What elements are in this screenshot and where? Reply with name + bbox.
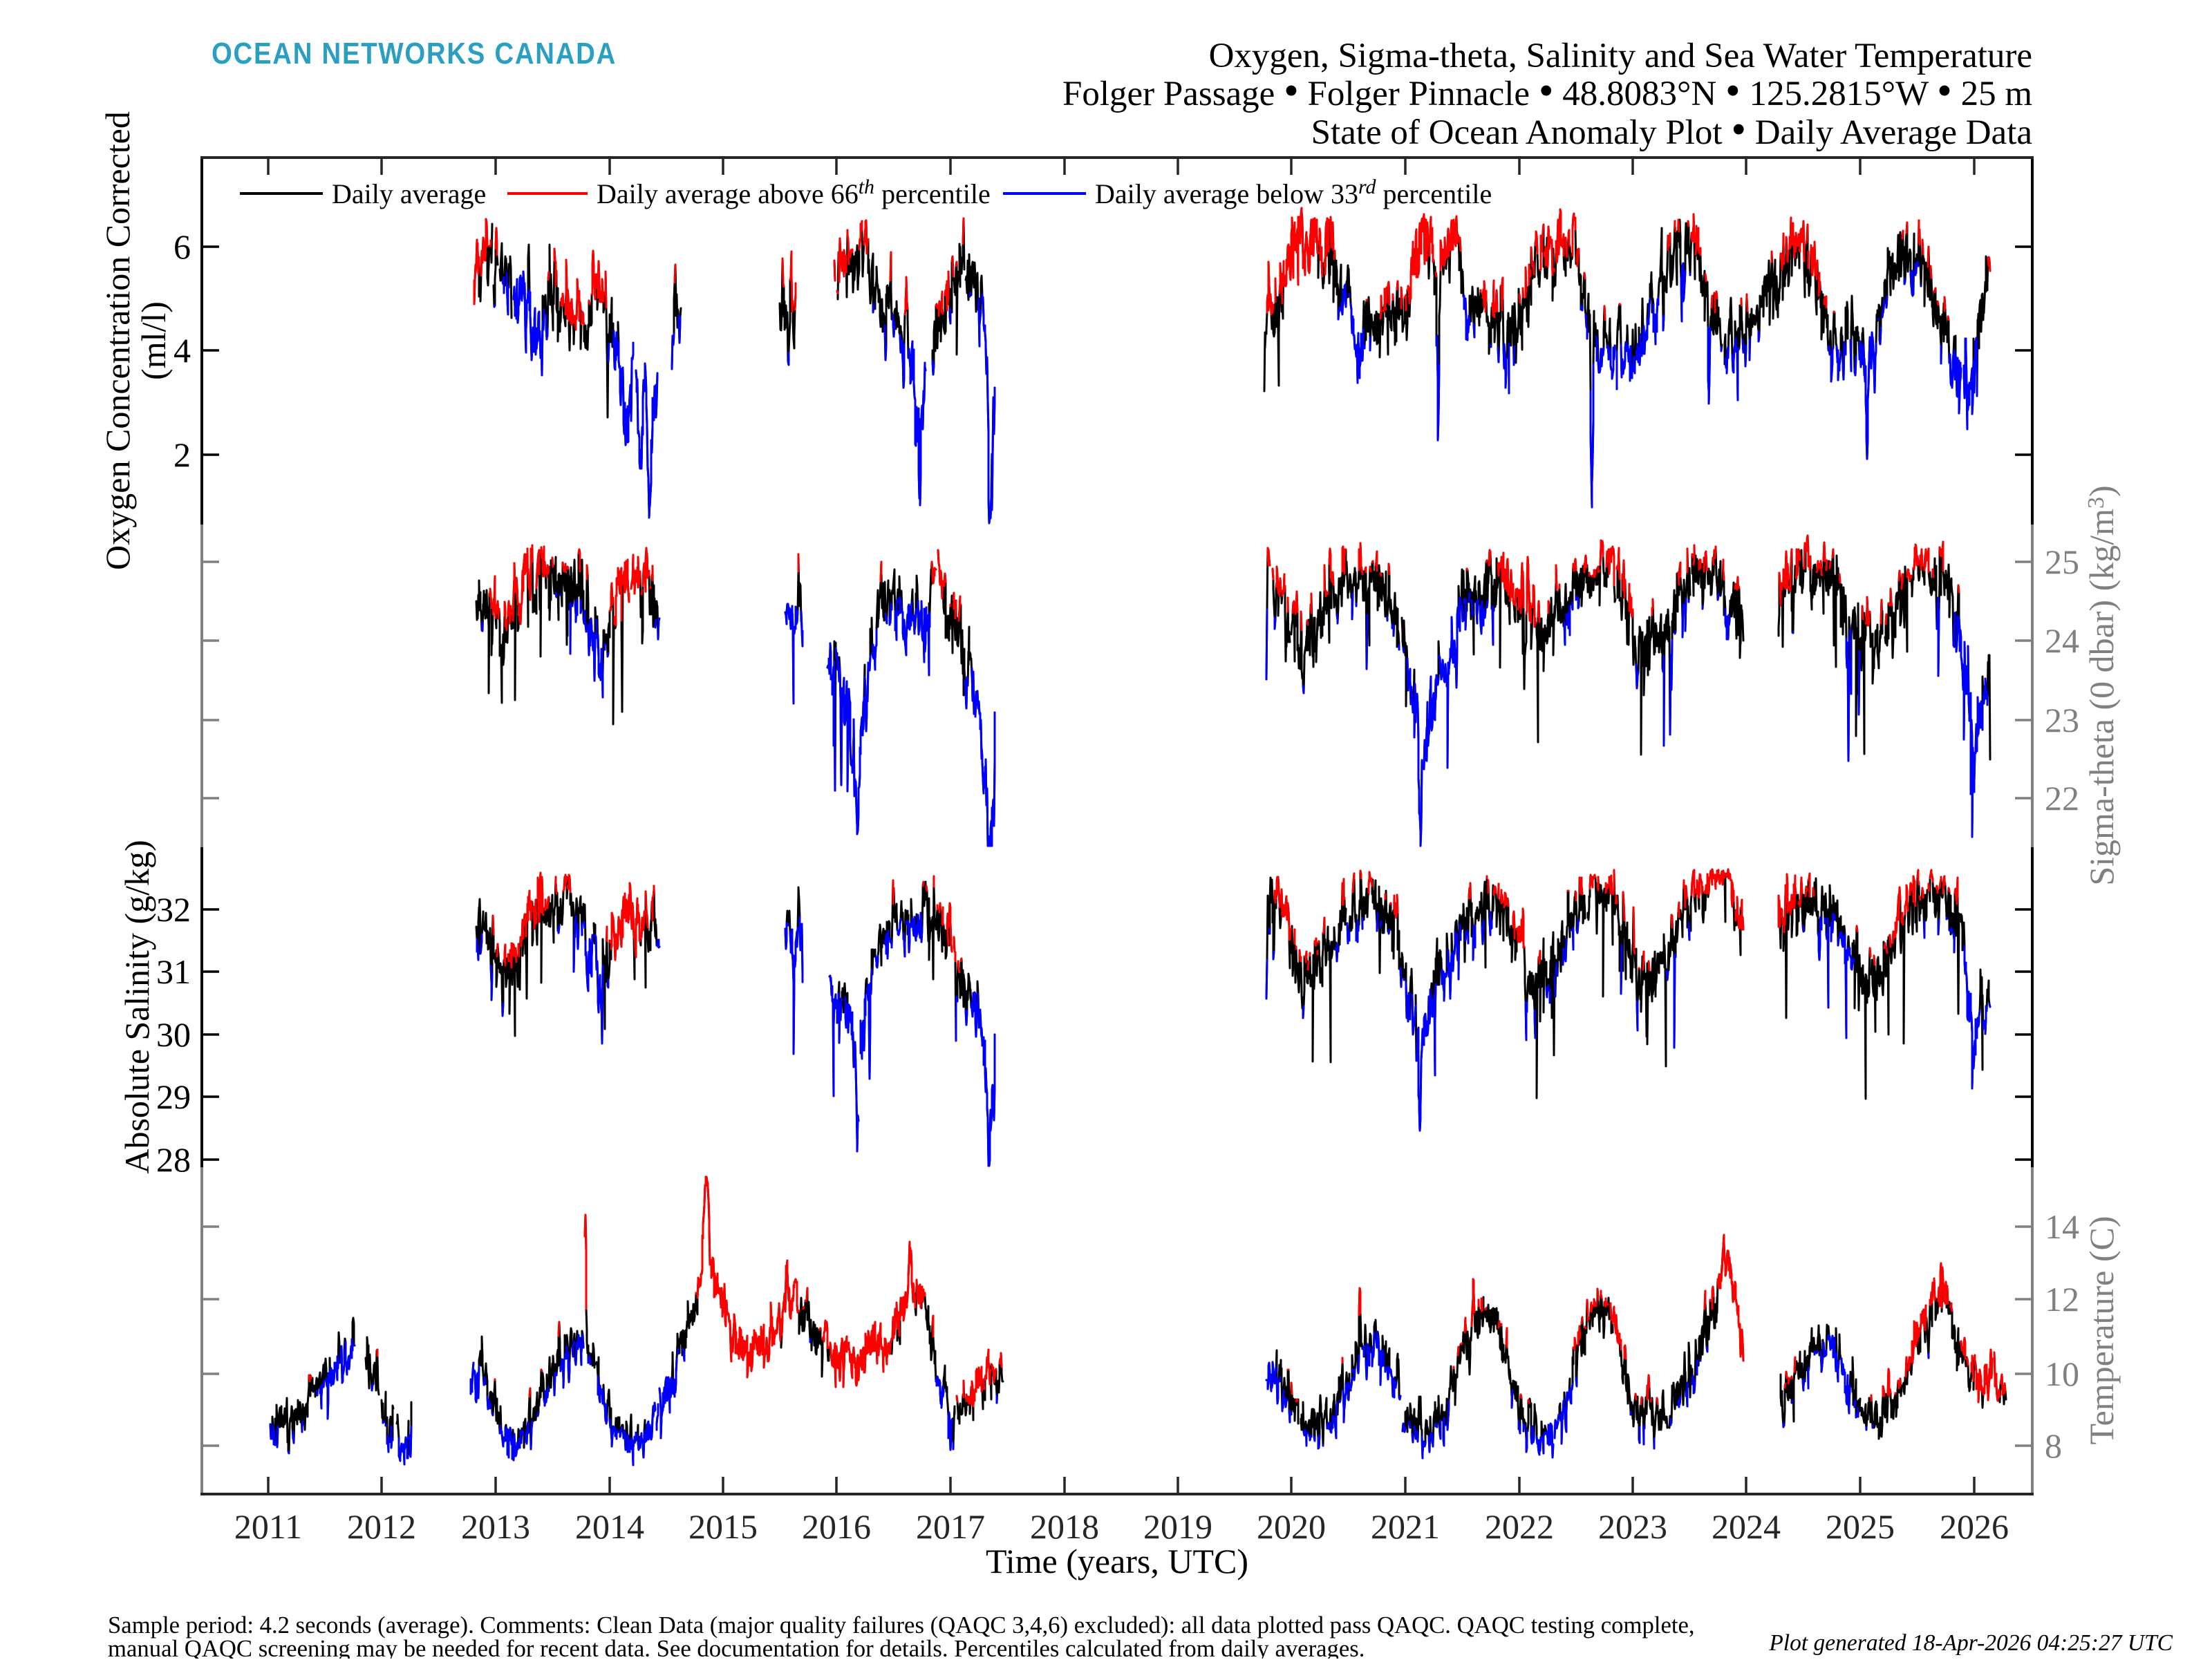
svg-text:28: 28 — [156, 1140, 191, 1179]
svg-text:29: 29 — [156, 1077, 191, 1116]
svg-text:Time (years, UTC): Time (years, UTC) — [986, 1542, 1248, 1580]
svg-text:2: 2 — [174, 435, 191, 474]
svg-text:Daily average: Daily average — [332, 178, 486, 209]
svg-text:2014: 2014 — [575, 1507, 644, 1546]
svg-text:Daily average above 66th perce: Daily average above 66th percentile — [597, 176, 991, 209]
svg-text:32: 32 — [156, 890, 191, 929]
svg-text:Daily average below 33rd perce: Daily average below 33rd percentile — [1095, 176, 1492, 209]
svg-text:2025: 2025 — [1826, 1507, 1895, 1546]
svg-text:2016: 2016 — [802, 1507, 871, 1546]
svg-text:2015: 2015 — [688, 1507, 758, 1546]
svg-text:2019: 2019 — [1143, 1507, 1212, 1546]
svg-text:10: 10 — [2045, 1354, 2079, 1393]
svg-text:2024: 2024 — [1712, 1507, 1781, 1546]
svg-text:2012: 2012 — [347, 1507, 416, 1546]
svg-text:12: 12 — [2045, 1280, 2079, 1319]
svg-text:6: 6 — [174, 227, 191, 266]
svg-text:Sample period: 4.2 seconds (av: Sample period: 4.2 seconds (average). Co… — [108, 1612, 1695, 1639]
svg-text:8: 8 — [2045, 1426, 2062, 1465]
svg-text:Oxygen, Sigma-theta, Salinity: Oxygen, Sigma-theta, Salinity and Sea Wa… — [1209, 37, 2032, 75]
svg-text:24: 24 — [2045, 621, 2079, 660]
svg-text:Sigma-theta (0 dbar) (kg/m3): Sigma-theta (0 dbar) (kg/m3) — [2082, 485, 2121, 885]
svg-text:Absolute Salinity (g/kg): Absolute Salinity (g/kg) — [118, 840, 156, 1173]
svg-text:14: 14 — [2045, 1207, 2079, 1246]
svg-text:(ml/l): (ml/l) — [134, 301, 173, 380]
svg-text:2021: 2021 — [1371, 1507, 1440, 1546]
svg-text:Folger Passage • Folger Pinnac: Folger Passage • Folger Pinnacle • 48.80… — [1062, 68, 2032, 115]
svg-text:2013: 2013 — [461, 1507, 530, 1546]
svg-text:2023: 2023 — [1598, 1507, 1667, 1546]
svg-text:2020: 2020 — [1257, 1507, 1326, 1546]
svg-text:31: 31 — [156, 952, 191, 991]
svg-text:2022: 2022 — [1485, 1507, 1554, 1546]
svg-text:Oxygen Concentration Corrected: Oxygen Concentration Corrected — [98, 111, 137, 570]
svg-text:2011: 2011 — [234, 1507, 302, 1546]
svg-text:22: 22 — [2045, 779, 2079, 818]
svg-text:OCEAN NETWORKS CANADA: OCEAN NETWORKS CANADA — [212, 37, 617, 70]
svg-text:Temperature (C): Temperature (C) — [2082, 1216, 2121, 1444]
svg-text:30: 30 — [156, 1015, 191, 1054]
svg-text:23: 23 — [2045, 701, 2079, 739]
svg-text:Plot generated 18-Apr-2026 04:: Plot generated 18-Apr-2026 04:25:27 UTC — [1768, 1630, 2173, 1656]
svg-text:2018: 2018 — [1030, 1507, 1099, 1546]
svg-text:2026: 2026 — [1940, 1507, 2009, 1546]
svg-text:State of Ocean Anomaly Plot •: State of Ocean Anomaly Plot • Daily Aver… — [1311, 106, 2032, 153]
svg-text:25: 25 — [2045, 542, 2079, 581]
svg-text:manual QAQC screening may be n: manual QAQC screening may be needed for … — [108, 1635, 1365, 1659]
svg-text:2017: 2017 — [916, 1507, 985, 1546]
svg-text:4: 4 — [174, 331, 191, 370]
